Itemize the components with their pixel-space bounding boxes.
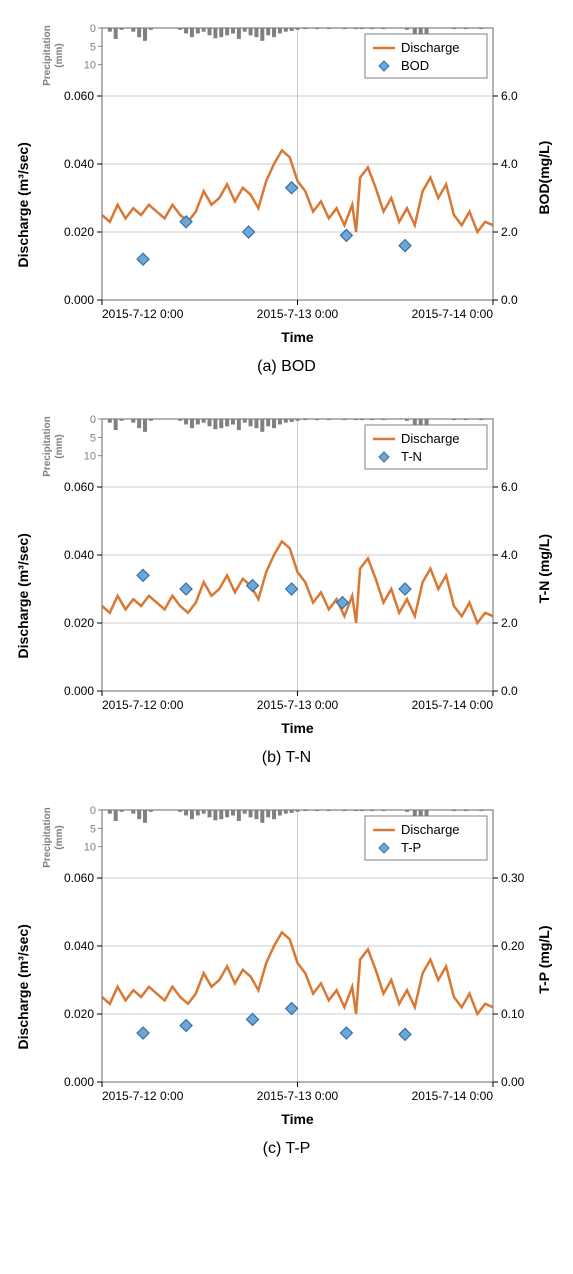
svg-text:0.000: 0.000 xyxy=(64,293,94,307)
svg-text:0.20: 0.20 xyxy=(501,939,525,953)
svg-text:2015-7-13 0:00: 2015-7-13 0:00 xyxy=(257,698,339,712)
chart-caption-bod: (a) BOD xyxy=(10,358,563,376)
svg-text:2015-7-12 0:00: 2015-7-12 0:00 xyxy=(102,1089,184,1103)
svg-text:0.0: 0.0 xyxy=(501,684,518,698)
precip-axis-label: Precipitation xyxy=(42,807,53,868)
svg-text:6.0: 6.0 xyxy=(501,89,518,103)
svg-text:10: 10 xyxy=(84,842,96,854)
precip-axis-unit: (mm) xyxy=(54,43,65,67)
precip-axis-unit: (mm) xyxy=(54,825,65,849)
svg-text:0.00: 0.00 xyxy=(501,1075,525,1089)
svg-text:2015-7-12 0:00: 2015-7-12 0:00 xyxy=(102,698,184,712)
svg-text:10: 10 xyxy=(84,451,96,463)
svg-text:0.000: 0.000 xyxy=(64,684,94,698)
svg-text:0.000: 0.000 xyxy=(64,1075,94,1089)
svg-text:0.0: 0.0 xyxy=(501,293,518,307)
svg-text:5: 5 xyxy=(90,432,96,444)
left-axis-label: Discharge (m³/sec) xyxy=(15,533,31,658)
svg-text:0.060: 0.060 xyxy=(64,871,94,885)
legend-point: BOD xyxy=(401,58,429,73)
svg-text:2015-7-13 0:00: 2015-7-13 0:00 xyxy=(257,307,339,321)
svg-text:0.060: 0.060 xyxy=(64,89,94,103)
precip-axis-unit: (mm) xyxy=(54,434,65,458)
svg-text:2.0: 2.0 xyxy=(501,616,518,630)
svg-text:10: 10 xyxy=(84,60,96,72)
legend-discharge: Discharge xyxy=(401,431,460,446)
svg-text:0: 0 xyxy=(90,414,96,426)
chart-tp: 0.000 0.020 0.040 0.060 0.00 0.10 0.20 0.30 0 5 10… xyxy=(10,792,563,1158)
right-axis-label: BOD(mg/L) xyxy=(536,141,552,215)
right-axis-label: T-N (mg/L) xyxy=(536,534,552,603)
svg-text:5: 5 xyxy=(90,41,96,53)
x-axis-label: Time xyxy=(281,720,314,736)
legend-point: T-P xyxy=(401,840,421,855)
right-axis-label: T-P (mg/L) xyxy=(536,926,552,994)
svg-text:0.10: 0.10 xyxy=(501,1007,525,1021)
svg-text:2015-7-14 0:00: 2015-7-14 0:00 xyxy=(412,698,494,712)
chart-tn: 0.000 0.020 0.040 0.060 0.0 2.0 4.0 6.0 0 5 10 2015… xyxy=(10,401,563,767)
svg-text:6.0: 6.0 xyxy=(501,480,518,494)
legend-point: T-N xyxy=(401,449,422,464)
svg-text:0.020: 0.020 xyxy=(64,225,94,239)
x-axis-label: Time xyxy=(281,329,314,345)
precip-axis-label: Precipitation xyxy=(42,25,53,86)
svg-text:0.30: 0.30 xyxy=(501,871,525,885)
x-axis-label: Time xyxy=(281,1111,314,1127)
svg-text:0.060: 0.060 xyxy=(64,480,94,494)
svg-text:2.0: 2.0 xyxy=(501,225,518,239)
chart-caption-tp: (c) T-P xyxy=(10,1140,563,1158)
svg-text:2015-7-14 0:00: 2015-7-14 0:00 xyxy=(412,1089,494,1103)
svg-text:2015-7-14 0:00: 2015-7-14 0:00 xyxy=(412,307,494,321)
legend-discharge: Discharge xyxy=(401,40,460,55)
svg-text:0.040: 0.040 xyxy=(64,157,94,171)
left-axis-label: Discharge (m³/sec) xyxy=(15,142,31,267)
svg-text:0.020: 0.020 xyxy=(64,616,94,630)
svg-text:0.040: 0.040 xyxy=(64,939,94,953)
svg-text:0: 0 xyxy=(90,805,96,817)
chart-plot-tn: 0.000 0.020 0.040 0.060 0.0 2.0 4.0 6.0 0 5 10 2015… xyxy=(10,401,563,741)
chart-plot-tp: 0.000 0.020 0.040 0.060 0.00 0.10 0.20 0.30 0 5 10… xyxy=(10,792,563,1132)
svg-text:4.0: 4.0 xyxy=(501,548,518,562)
left-axis-label: Discharge (m³/sec) xyxy=(15,924,31,1049)
svg-text:5: 5 xyxy=(90,823,96,835)
legend-discharge: Discharge xyxy=(401,822,460,837)
svg-text:0.020: 0.020 xyxy=(64,1007,94,1021)
precip-axis-label: Precipitation xyxy=(42,416,53,477)
chart-bod: 0.000 0.020 0.040 0.060 0.0 2.0 4.0 6.0 0 5 10 2015… xyxy=(10,10,563,376)
svg-text:0.040: 0.040 xyxy=(64,548,94,562)
svg-text:2015-7-12 0:00: 2015-7-12 0:00 xyxy=(102,307,184,321)
chart-caption-tn: (b) T-N xyxy=(10,749,563,767)
chart-plot-bod: 0.000 0.020 0.040 0.060 0.0 2.0 4.0 6.0 0 5 10 2015… xyxy=(10,10,563,350)
svg-text:2015-7-13 0:00: 2015-7-13 0:00 xyxy=(257,1089,339,1103)
svg-text:0: 0 xyxy=(90,23,96,35)
svg-text:4.0: 4.0 xyxy=(501,157,518,171)
